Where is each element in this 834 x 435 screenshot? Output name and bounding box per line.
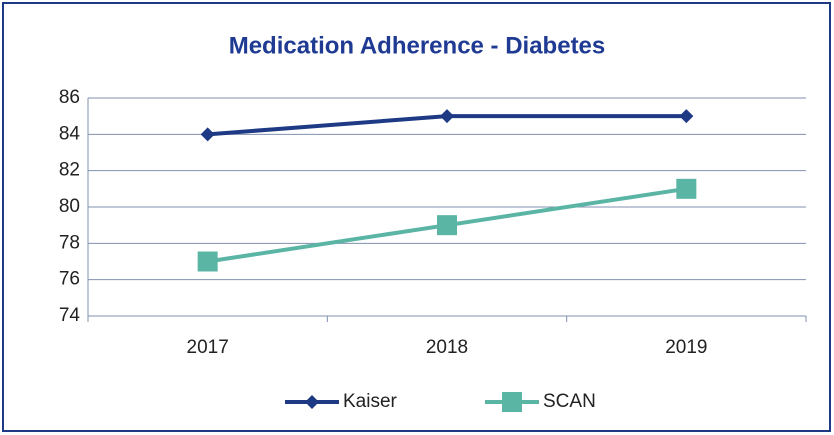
marker — [437, 215, 457, 236]
legend-label: SCAN — [543, 391, 596, 412]
y-tick-label: 84 — [59, 123, 81, 144]
legend-label: Kaiser — [343, 391, 398, 412]
marker — [676, 178, 697, 199]
chart-title: Medication Adherence - Diabetes — [229, 32, 606, 59]
marker — [200, 127, 215, 142]
marker — [679, 109, 694, 124]
marker — [440, 109, 454, 124]
y-tick-label: 76 — [59, 269, 80, 290]
y-tick-label: 82 — [59, 160, 80, 181]
marker — [502, 392, 522, 412]
x-tick-label: 2018 — [426, 337, 468, 358]
marker — [197, 251, 218, 272]
y-tick-label: 78 — [59, 232, 80, 253]
x-tick-label: 2017 — [187, 337, 229, 358]
y-tick-label: 86 — [59, 87, 80, 108]
x-tick-label: 2019 — [665, 337, 707, 358]
y-tick-label: 74 — [59, 305, 81, 326]
y-tick-label: 80 — [59, 196, 80, 217]
marker — [305, 395, 319, 409]
